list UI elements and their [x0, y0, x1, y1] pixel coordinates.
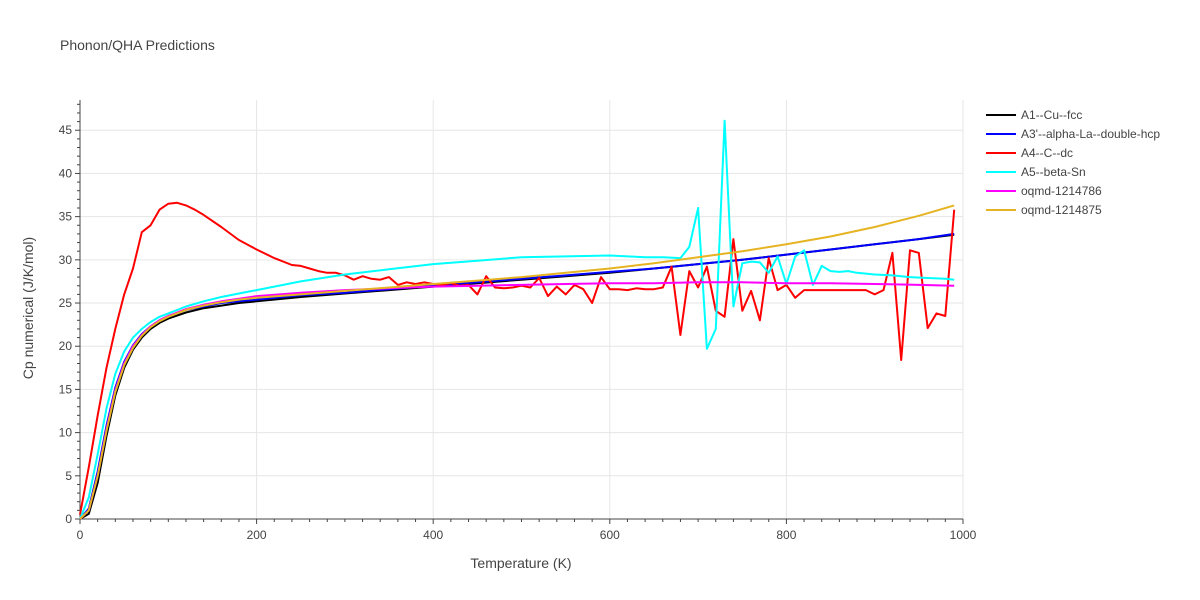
x-tick-label: 0: [77, 528, 84, 542]
y-tick-label: 35: [59, 210, 73, 224]
x-tick-label: 800: [776, 528, 796, 542]
y-tick-label: 15: [59, 382, 73, 396]
x-tick-label: 400: [423, 528, 443, 542]
series-line-5: [79, 204, 955, 520]
series-line-2: [79, 201, 956, 515]
x-axis-title: Temperature (K): [470, 555, 571, 571]
legend-label: oqmd-1214875: [1021, 203, 1102, 217]
y-axis-title: Cp numerical (J/K/mol): [20, 237, 36, 379]
legend-item-3[interactable]: A5--beta-Sn: [986, 165, 1086, 179]
series-layer: [79, 119, 956, 520]
legend[interactable]: A1--Cu--fcc A3'--alpha-La--double-hcp A4--…: [986, 108, 1160, 217]
legend-item-1[interactable]: A3'--alpha-La--double-hcp: [986, 127, 1160, 141]
y-tick-label: 30: [59, 253, 73, 267]
legend-label: A5--beta-Sn: [1021, 165, 1086, 179]
axes: 0 200 400 600 800 1000 0 5 10 15 20 25 30 35 40 45: [59, 100, 977, 542]
y-tick-label: 25: [59, 296, 73, 310]
y-tick-label: 45: [59, 123, 73, 137]
legend-label: A1--Cu--fcc: [1021, 108, 1082, 122]
grid: [80, 100, 964, 519]
y-tick-label: 20: [59, 339, 73, 353]
legend-item-0[interactable]: A1--Cu--fcc: [986, 108, 1082, 122]
y-tick-label: 10: [59, 426, 73, 440]
legend-item-2[interactable]: A4--C--dc: [986, 146, 1073, 160]
legend-label: oqmd-1214786: [1021, 184, 1102, 198]
x-tick-label: 1000: [950, 528, 977, 542]
x-tick-label: 600: [600, 528, 620, 542]
x-tick-label: 200: [247, 528, 267, 542]
series-line-3: [79, 119, 955, 520]
y-tick-label: 0: [65, 512, 72, 526]
y-tick-label: 5: [65, 469, 72, 483]
legend-label: A3'--alpha-La--double-hcp: [1021, 127, 1160, 141]
legend-item-4[interactable]: oqmd-1214786: [986, 184, 1102, 198]
legend-label: A4--C--dc: [1021, 146, 1073, 160]
legend-item-5[interactable]: oqmd-1214875: [986, 203, 1102, 217]
y-tick-label: 40: [59, 166, 73, 180]
chart-title: Phonon/QHA Predictions: [60, 37, 215, 53]
